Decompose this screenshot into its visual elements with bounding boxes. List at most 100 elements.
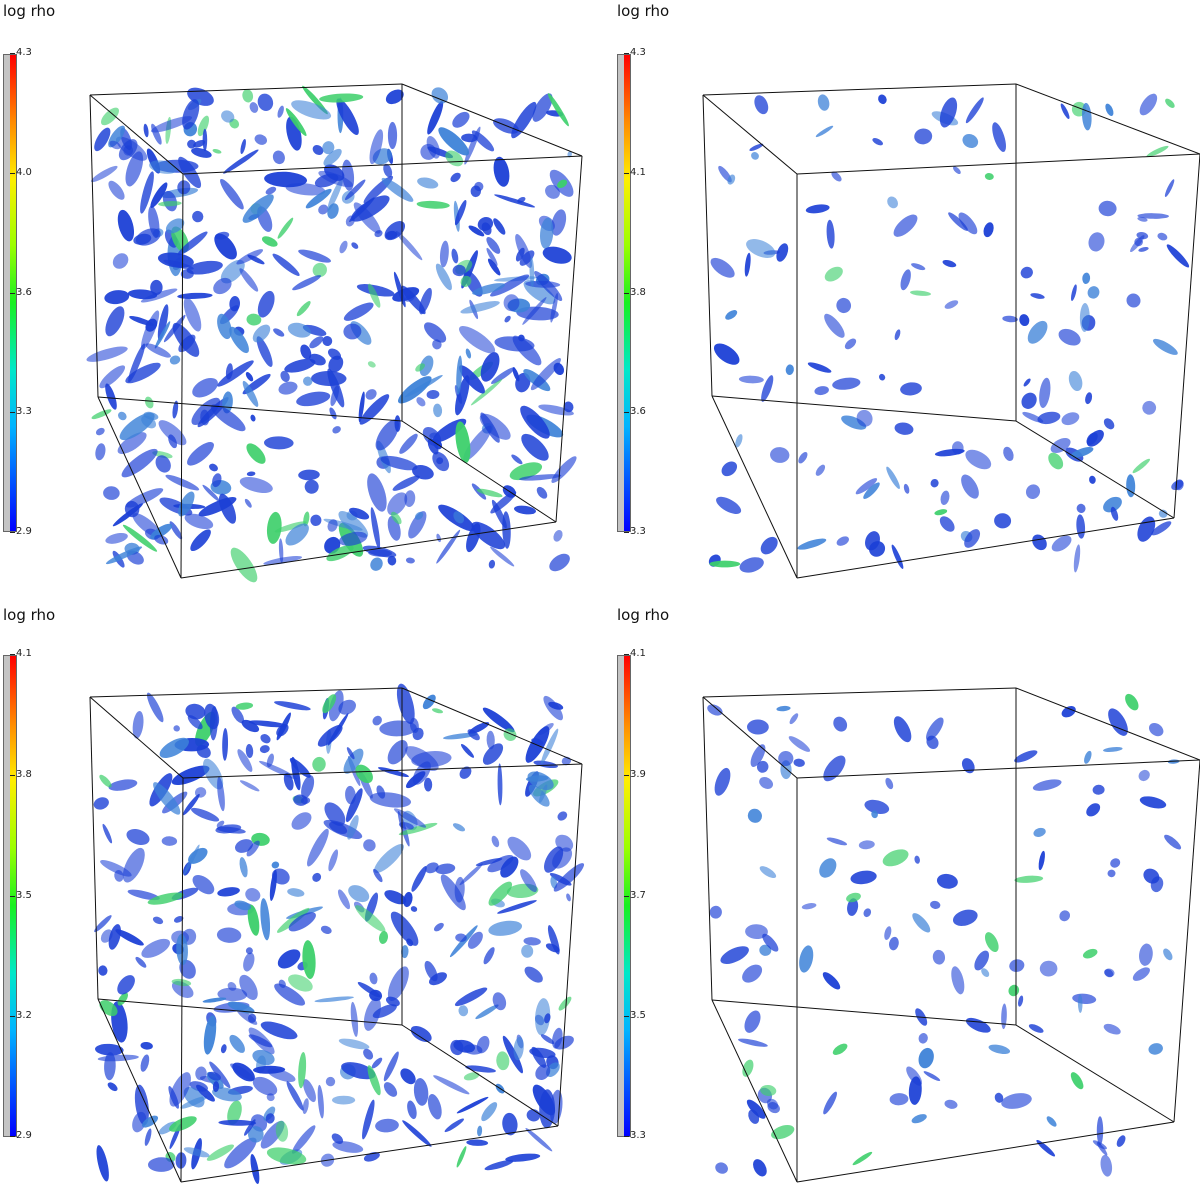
density-blob (407, 1100, 417, 1120)
density-blob (196, 1084, 215, 1102)
density-blob (222, 728, 229, 761)
density-blob (253, 1065, 286, 1074)
cube-edge (711, 395, 798, 579)
density-blob (739, 557, 764, 573)
density-blob (277, 217, 294, 239)
density-blob (750, 744, 766, 767)
density-blob (1086, 432, 1098, 445)
density-blob (1138, 246, 1149, 252)
density-blob (1132, 967, 1150, 981)
density-blob (467, 931, 483, 949)
density-blob (390, 911, 419, 946)
density-blob (144, 396, 154, 409)
density-blob (408, 511, 427, 539)
density-blob (266, 1147, 307, 1165)
density-blob (351, 242, 359, 249)
density-blob (415, 363, 425, 372)
tick-label: 4.3 (10, 47, 32, 58)
density-blob (246, 471, 256, 477)
density-blob (465, 348, 472, 359)
density-blob (362, 545, 397, 558)
density-blob (521, 433, 549, 461)
cube-edge (1015, 687, 1200, 761)
cube-edge (89, 696, 184, 779)
density-blob (1032, 534, 1047, 551)
density-blob (332, 426, 341, 434)
density-blob (965, 449, 992, 470)
density-blob (319, 93, 364, 103)
density-blob (886, 466, 900, 489)
cube-edge (702, 696, 798, 779)
density-blob (433, 1075, 470, 1095)
density-blob (375, 419, 399, 451)
density-blob (456, 1146, 467, 1168)
density-blob (458, 1005, 469, 1017)
density-blob (1058, 328, 1081, 346)
density-blob (893, 716, 912, 743)
density-blob (952, 909, 978, 926)
density-blob (183, 297, 202, 332)
density-blob (252, 1076, 278, 1096)
density-blob (1030, 293, 1045, 299)
density-blob (911, 263, 926, 271)
density-blob (491, 835, 500, 848)
density-blob (1103, 746, 1123, 753)
density-blob (984, 173, 994, 180)
density-blob (454, 987, 488, 1007)
density-blob (223, 149, 259, 174)
density-blob (387, 492, 408, 516)
density-blob (558, 996, 572, 1011)
density-blob (411, 866, 427, 892)
density-blob (404, 375, 443, 398)
density-blob (452, 111, 470, 128)
density-blob (1134, 237, 1143, 247)
density-blob (930, 900, 941, 909)
density-blob (1033, 827, 1046, 837)
density-blob (557, 179, 568, 189)
density-blob (536, 486, 548, 499)
density-blob (958, 212, 978, 235)
colorbar-title: log rho (617, 606, 670, 624)
density-blob (550, 293, 559, 323)
density-blob (314, 996, 354, 1003)
density-blob (367, 361, 376, 368)
density-blob (529, 1047, 556, 1059)
density-blob (362, 1099, 375, 1140)
density-blob (182, 99, 200, 130)
density-blob (1096, 1116, 1104, 1146)
density-blob (944, 1099, 958, 1109)
density-blob (824, 266, 843, 282)
density-blob (349, 507, 370, 520)
density-blob (117, 432, 147, 455)
density-blob (542, 246, 572, 264)
density-blob (742, 964, 763, 983)
density-blob (402, 1120, 432, 1147)
density-blob (1037, 411, 1061, 425)
density-blob (789, 713, 799, 725)
density-blob (379, 931, 388, 944)
density-blob (538, 404, 574, 416)
density-blob (1086, 803, 1101, 817)
density-blob (416, 397, 426, 407)
density-volume-render (702, 83, 1200, 579)
density-blob (981, 968, 990, 977)
density-blob (356, 284, 395, 297)
density-blob (264, 171, 308, 188)
density-blob (104, 1052, 116, 1081)
density-blob (819, 858, 837, 878)
density-blob (152, 916, 164, 925)
density-blob (141, 1115, 159, 1128)
density-blob (502, 1112, 518, 1136)
density-blob (291, 100, 332, 120)
cube-edge (401, 687, 583, 765)
density-blob (477, 1125, 483, 1137)
density-blob (547, 93, 569, 127)
density-blob (140, 288, 178, 303)
density-blob (194, 787, 207, 798)
density-blob (278, 538, 284, 563)
density-blob (338, 511, 369, 538)
cube-edge (711, 395, 1017, 422)
density-blob (1108, 708, 1128, 736)
density-blob (256, 336, 273, 367)
density-blob (115, 929, 144, 946)
